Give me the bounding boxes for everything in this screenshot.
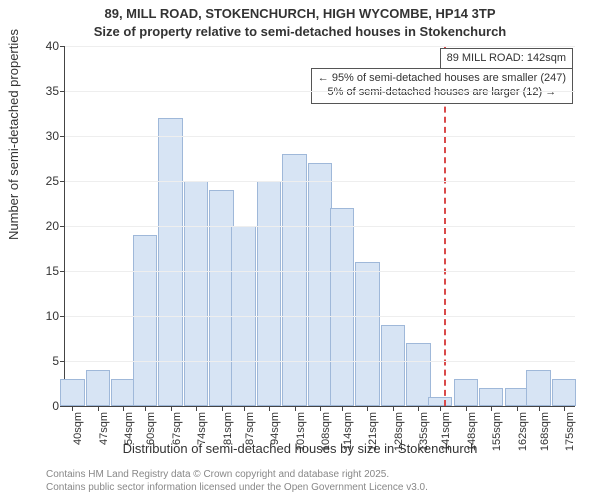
gridline-h: [65, 361, 575, 362]
marker-label-text: 89 MILL ROAD: 142sqm: [447, 52, 566, 64]
bar: [60, 379, 84, 406]
bar: [282, 154, 306, 406]
marker-label: 89 MILL ROAD: 142sqm: [440, 48, 573, 70]
bar: [428, 397, 452, 406]
x-tick-mark: [440, 406, 441, 411]
y-tick-label: 35: [35, 84, 59, 98]
bar: [308, 163, 332, 406]
bar: [158, 118, 182, 406]
y-tick-label: 30: [35, 129, 59, 143]
bar: [257, 181, 281, 406]
x-tick-mark: [539, 406, 540, 411]
x-tick-mark: [244, 406, 245, 411]
y-tick-label: 0: [35, 399, 59, 413]
gridline-h: [65, 91, 575, 92]
bar: [184, 181, 208, 406]
gridline-h: [65, 226, 575, 227]
x-tick-mark: [491, 406, 492, 411]
x-axis-label: Distribution of semi-detached houses by …: [0, 441, 600, 456]
gridline-h: [65, 181, 575, 182]
x-tick-mark: [466, 406, 467, 411]
y-tick-mark: [60, 271, 65, 272]
x-tick-mark: [418, 406, 419, 411]
y-tick-mark: [60, 361, 65, 362]
plot-area: 89 MILL ROAD: 142sqm ← 95% of semi-detac…: [64, 46, 575, 407]
y-tick-mark: [60, 136, 65, 137]
y-tick-label: 10: [35, 309, 59, 323]
chart-title-line2: Size of property relative to semi-detach…: [0, 24, 600, 39]
bar: [526, 370, 550, 406]
y-tick-mark: [60, 91, 65, 92]
bar: [552, 379, 576, 406]
histogram-chart: 89, MILL ROAD, STOKENCHURCH, HIGH WYCOMB…: [0, 0, 600, 500]
bar: [381, 325, 405, 406]
x-tick-mark: [196, 406, 197, 411]
y-tick-mark: [60, 46, 65, 47]
y-tick-mark: [60, 226, 65, 227]
y-tick-label: 20: [35, 219, 59, 233]
annotation-line2: 5% of semi-detached houses are larger (1…: [318, 86, 566, 100]
y-axis-label: Number of semi-detached properties: [6, 29, 21, 240]
x-tick-mark: [269, 406, 270, 411]
annotation-box: ← 95% of semi-detached houses are smalle…: [311, 68, 573, 104]
bar: [505, 388, 529, 406]
bar: [355, 262, 379, 406]
y-tick-label: 40: [35, 39, 59, 53]
attribution-line1: Contains HM Land Registry data © Crown c…: [46, 469, 428, 482]
bar: [479, 388, 503, 406]
bar: [406, 343, 430, 406]
x-tick-mark: [145, 406, 146, 411]
annotation-line1: ← 95% of semi-detached houses are smalle…: [318, 72, 566, 86]
gridline-h: [65, 46, 575, 47]
gridline-h: [65, 271, 575, 272]
x-tick-mark: [171, 406, 172, 411]
x-tick-mark: [72, 406, 73, 411]
y-tick-label: 25: [35, 174, 59, 188]
x-tick-mark: [98, 406, 99, 411]
y-tick-label: 15: [35, 264, 59, 278]
bar: [330, 208, 354, 406]
y-tick-mark: [60, 406, 65, 407]
attribution-line2: Contains public sector information licen…: [46, 482, 428, 495]
chart-title-line1: 89, MILL ROAD, STOKENCHURCH, HIGH WYCOMB…: [0, 6, 600, 21]
x-tick-mark: [393, 406, 394, 411]
x-tick-mark: [367, 406, 368, 411]
y-tick-label: 5: [35, 354, 59, 368]
bar: [454, 379, 478, 406]
x-tick-mark: [320, 406, 321, 411]
x-tick-mark: [342, 406, 343, 411]
gridline-h: [65, 316, 575, 317]
y-tick-mark: [60, 181, 65, 182]
attribution: Contains HM Land Registry data © Crown c…: [46, 469, 428, 494]
x-tick-mark: [517, 406, 518, 411]
bar: [209, 190, 233, 406]
x-tick-mark: [123, 406, 124, 411]
x-tick-mark: [295, 406, 296, 411]
bar: [133, 235, 157, 406]
y-tick-mark: [60, 316, 65, 317]
x-tick-mark: [222, 406, 223, 411]
bar: [86, 370, 110, 406]
x-tick-mark: [564, 406, 565, 411]
gridline-h: [65, 136, 575, 137]
bar: [111, 379, 135, 406]
